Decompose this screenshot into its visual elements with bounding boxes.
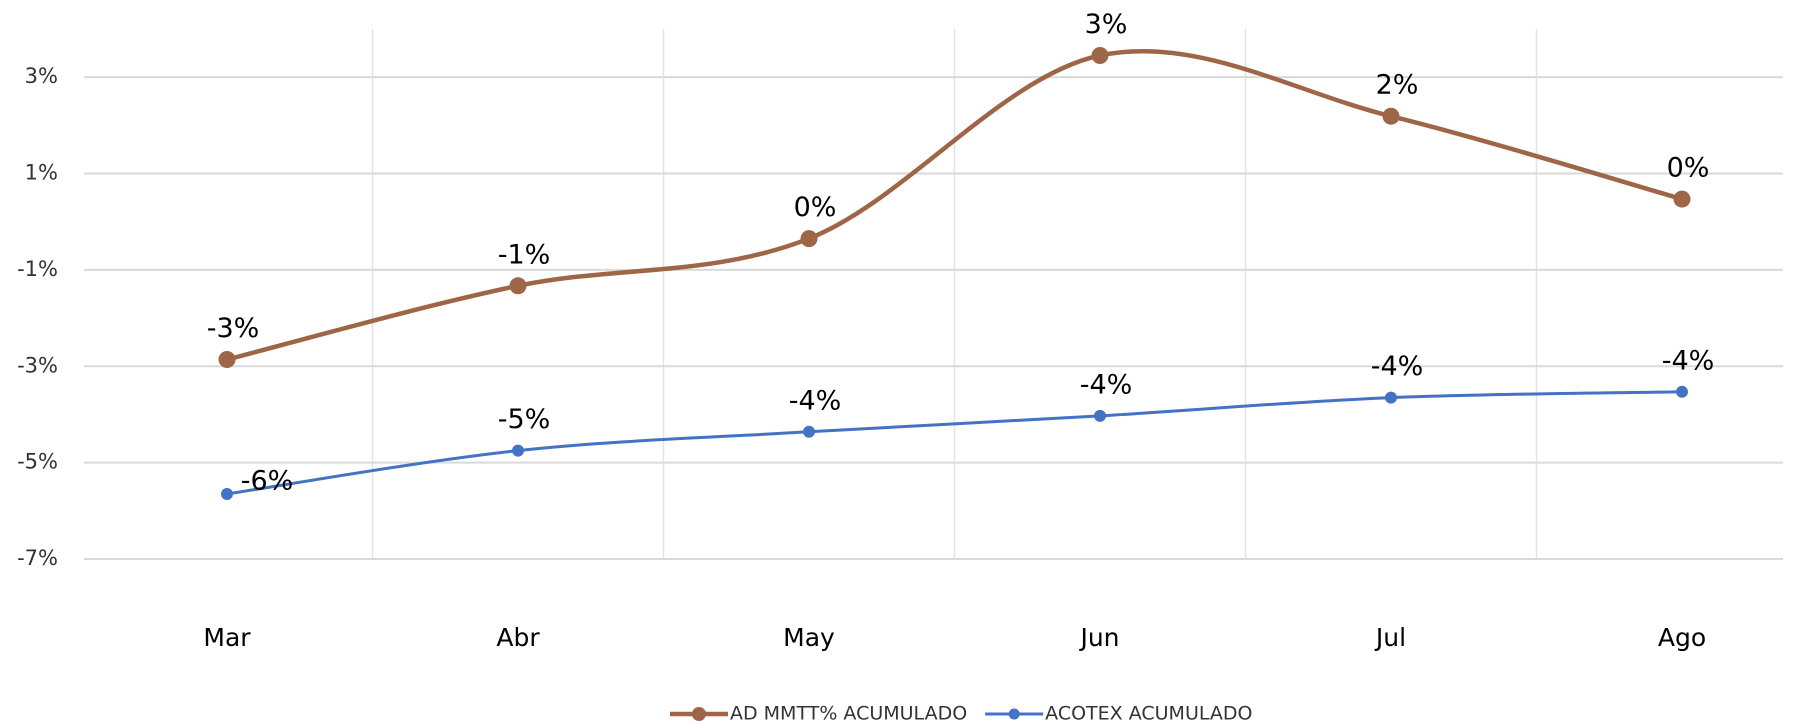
data-label: -4% xyxy=(1080,369,1133,400)
y-tick-label: -7% xyxy=(17,546,58,570)
x-tick-label: Jun xyxy=(1078,623,1119,652)
series-line xyxy=(226,49,1683,362)
data-point xyxy=(1673,190,1691,208)
legend-marker xyxy=(692,707,706,721)
data-point xyxy=(512,444,524,457)
x-tick-label: May xyxy=(783,623,835,652)
data-point xyxy=(1091,47,1109,64)
data-label: 0% xyxy=(1667,153,1710,184)
data-point xyxy=(1382,107,1400,125)
data-label: -5% xyxy=(498,404,551,435)
data-label: -4% xyxy=(1662,345,1715,376)
data-point xyxy=(218,351,236,369)
y-tick-label: 3% xyxy=(25,64,58,88)
y-tick-label: 1% xyxy=(25,161,58,185)
data-point xyxy=(1385,391,1397,404)
data-point xyxy=(221,487,233,500)
legend-label: AD MMTT% ACUMULADO xyxy=(730,703,967,724)
data-point xyxy=(509,277,527,295)
data-label: -4% xyxy=(1371,351,1424,382)
x-tick-label: Mar xyxy=(203,623,251,652)
data-label: -1% xyxy=(498,239,551,270)
x-tick-label: Jul xyxy=(1374,623,1406,652)
x-tick-label: Abr xyxy=(496,623,540,652)
legend-marker xyxy=(1008,708,1020,720)
data-label: 2% xyxy=(1376,70,1419,101)
data-label: 3% xyxy=(1085,9,1128,40)
data-label: 0% xyxy=(794,192,837,223)
y-tick-label: -5% xyxy=(17,450,58,474)
data-point xyxy=(1094,409,1106,422)
data-point xyxy=(1676,385,1688,398)
y-tick-label: -1% xyxy=(17,257,58,281)
x-tick-label: Ago xyxy=(1658,623,1706,652)
series-line xyxy=(226,390,1683,496)
legend-label: ACOTEX ACUMULADO xyxy=(1045,703,1252,724)
data-label: -3% xyxy=(207,313,260,344)
data-point xyxy=(803,425,815,438)
data-label: -4% xyxy=(789,385,842,416)
y-tick-label: -3% xyxy=(17,353,58,377)
data-point xyxy=(800,230,818,248)
data-label: -6% xyxy=(241,465,294,496)
